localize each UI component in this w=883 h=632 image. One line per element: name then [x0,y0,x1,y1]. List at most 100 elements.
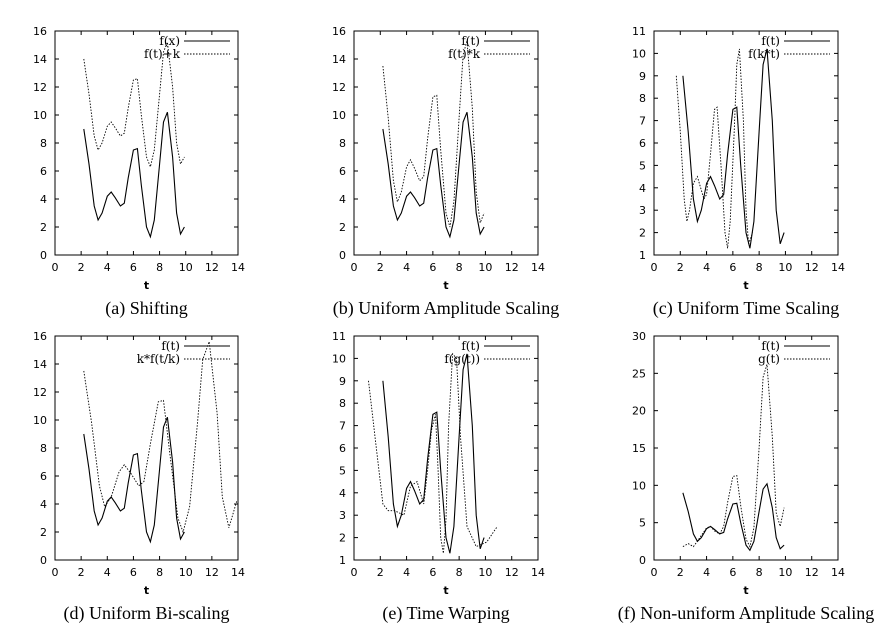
x-tick-label: 12 [805,566,819,579]
x-tick-label: 0 [351,566,358,579]
x-tick-label: 12 [805,261,819,274]
legend-label: f(t)*k [448,47,481,61]
legend-label: g(t) [758,352,780,366]
x-tick-label: 14 [231,261,245,274]
x-tick-label: 2 [677,261,684,274]
plot-frame [353,30,539,256]
plot-frame [653,30,839,256]
legend-label: f(t) [761,339,780,353]
y-tick-label: 4 [339,193,346,206]
x-tick-label: 8 [156,261,163,274]
series-line-1 [382,111,485,239]
x-tick-label: 6 [429,261,436,274]
x-tick-label: 6 [130,566,137,579]
series-line-1 [682,48,785,249]
x-tick-label: 0 [651,566,658,579]
y-tick-label: 8 [339,397,346,410]
panel-caption: (d) Uniform Bi-scaling [64,603,230,624]
x-tick-label: 10 [179,261,193,274]
y-tick-label: 2 [40,221,47,234]
x-tick-label: 4 [104,566,111,579]
x-tick-label: 0 [52,261,59,274]
y-tick-label: 6 [40,470,47,483]
series-line-2 [83,42,185,169]
y-tick-label: 12 [33,81,47,94]
series-line-2 [675,48,754,249]
x-tick-label: 8 [456,566,463,579]
y-tick-label: 16 [33,330,47,343]
y-tick-label: 5 [639,159,646,172]
x-tick-label: 12 [505,566,519,579]
plot-frame [54,30,239,256]
y-tick-label: 0 [339,249,346,262]
x-tick-label: 2 [78,261,85,274]
legend-label: f(t) [461,34,480,48]
panel-caption: (a) Shifting [105,298,188,319]
x-tick-label: 8 [456,261,463,274]
series-line-2 [368,352,498,554]
y-tick-label: 0 [40,554,47,567]
series-line-2 [382,40,485,228]
panel-caption: (e) Time Warping [382,603,509,624]
y-tick-label: 14 [332,53,346,66]
x-axis-label: t [443,584,448,597]
y-tick-label: 4 [40,498,47,511]
x-tick-label: 6 [429,566,436,579]
x-tick-label: 8 [756,566,763,579]
x-tick-label: 6 [729,261,736,274]
chart-panel-6: 0 2 4 6 8 10 12 14 0 5 10 15 20 25 30 t f(t)g(t) (f) Non-… [618,330,874,624]
y-tick-label: 10 [332,352,346,365]
x-tick-label: 10 [478,566,492,579]
y-tick-label: 25 [632,367,646,380]
x-tick-label: 6 [729,566,736,579]
y-tick-label: 10 [632,47,646,60]
y-tick-label: 1 [639,249,646,262]
y-tick-label: 7 [639,115,646,128]
y-tick-label: 1 [339,554,346,567]
x-tick-label: 10 [778,566,792,579]
x-tick-label: 4 [403,566,410,579]
y-tick-label: 6 [339,165,346,178]
x-axis-label: t [144,279,149,292]
y-tick-label: 2 [40,526,47,539]
y-tick-label: 11 [332,330,346,343]
plot-frame [54,335,239,561]
x-axis-label: t [743,584,748,597]
x-tick-label: 14 [231,566,245,579]
x-tick-label: 10 [179,566,193,579]
y-tick-label: 12 [33,386,47,399]
chart-panel-5: 0 2 4 6 8 10 12 141234567891011tf(t)f(g(t))(e) … [332,330,545,624]
y-tick-label: 4 [40,193,47,206]
legend-label: f(x) [159,34,180,48]
x-tick-label: 4 [703,261,710,274]
x-tick-label: 10 [478,261,492,274]
chart-panel-2: 0 2 4 6 8 10 12 14 0 2 4 6 8 10 12 14 16 t f(t)f(t)*k (b) U… [332,25,559,319]
legend-label: k*f(t/k) [137,352,180,366]
y-tick-label: 8 [40,137,47,150]
y-tick-label: 15 [632,442,646,455]
x-tick-label: 12 [505,261,519,274]
legend-label: f(t) [161,339,180,353]
legend-label: f(t)+k [144,47,181,61]
y-tick-label: 0 [40,249,47,262]
x-tick-label: 2 [377,261,384,274]
x-tick-label: 2 [78,566,85,579]
x-tick-label: 0 [651,261,658,274]
panel-caption: (c) Uniform Time Scaling [653,298,840,319]
y-tick-label: 12 [332,81,346,94]
y-tick-label: 4 [639,182,646,195]
x-tick-label: 6 [130,261,137,274]
y-tick-label: 5 [339,464,346,477]
y-tick-label: 2 [639,227,646,240]
x-tick-label: 8 [156,566,163,579]
x-tick-label: 4 [403,261,410,274]
y-tick-label: 6 [639,137,646,150]
y-tick-label: 10 [332,109,346,122]
panel-caption: (f) Non-uniform Amplitude Scaling [618,603,874,624]
x-tick-label: 2 [677,566,684,579]
y-tick-label: 14 [33,53,47,66]
y-tick-label: 10 [33,109,47,122]
y-tick-label: 20 [632,405,646,418]
x-tick-label: 14 [531,566,545,579]
